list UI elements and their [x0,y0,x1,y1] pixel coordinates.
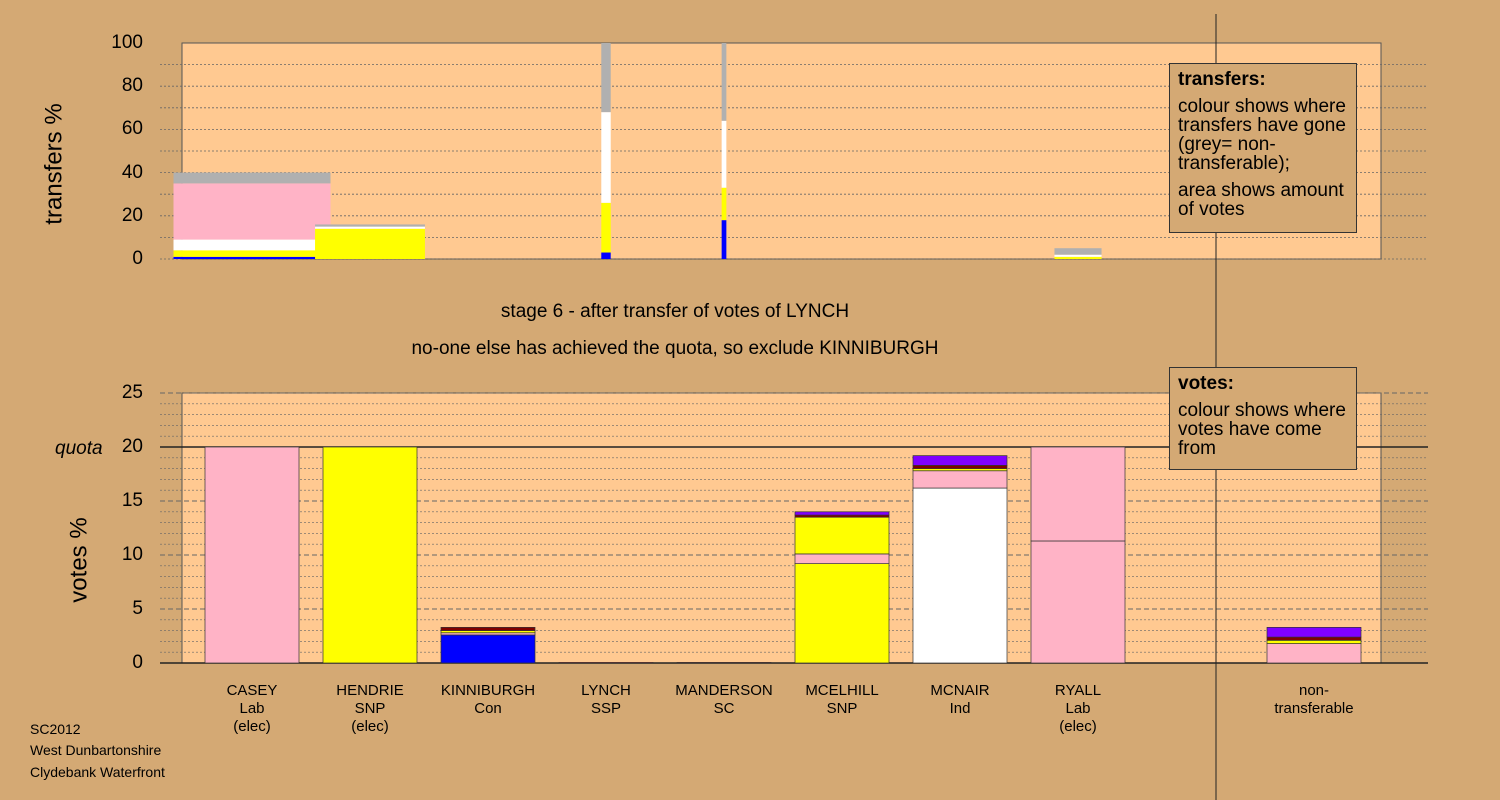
candidate-name: MCELHILL [805,682,879,699]
transfer-bar-segment [1054,254,1102,257]
transfer-bar-segment [601,112,611,203]
transfer-bar-segment [315,228,425,259]
transfer-bar-segment [173,239,331,251]
y-tick-label: 25 [121,382,143,403]
transfer-bar-segment [721,187,727,221]
candidate-party: Lab [239,700,265,717]
vote-bar-segment [794,516,890,555]
candidate-party: SNP [826,700,858,717]
candidate-party: Con [474,700,502,717]
footer-ward: Clydebank Waterfront [30,764,165,780]
transfer-bar-segment [1054,248,1102,255]
vote-bar-segment [204,446,300,664]
transfer-bar-segment [173,250,331,257]
candidate-name: non- [1298,682,1330,699]
candidate-party: SNP [354,700,386,717]
transfers-axis-title: transfers % [40,103,68,225]
vote-bar-segment [676,662,772,664]
vote-bar-segment [794,511,890,516]
y-tick-label: 0 [132,248,143,269]
transfer-bar-segment [173,172,331,184]
candidate-party: SSP [590,700,621,717]
y-tick-label: 80 [121,75,143,97]
transfer-bar-segment [173,183,331,240]
vote-bar-segment [1030,540,1126,664]
candidate-name: MCNAIR [930,682,990,699]
vote-bar-segment [794,563,890,664]
candidate-name: KINNIBURGH [440,682,536,699]
votes-legend-line-1: colour shows where votes have come from [1178,400,1346,459]
transfer-bar-segment [315,226,425,229]
y-tick-label: 100 [111,32,143,53]
transfer-bar-segment [721,43,727,121]
y-tick-label: 20 [121,204,143,226]
transfers-legend-title: transfers: [1178,69,1266,90]
transfer-bar-segment [721,220,727,259]
candidate-status: (elec) [1059,718,1097,735]
transfer-bar-segment [721,120,727,188]
transfers-legend-line-2: area shows amount of votes [1178,180,1344,220]
candidate-party: transferable [1274,700,1354,717]
transfers-legend: transfers: colour shows where transfers … [1169,63,1357,233]
votes-axis-title: votes % [65,517,93,603]
y-tick-label: 5 [132,598,143,619]
vote-bar-segment [1266,636,1362,641]
footer-code: SC2012 [30,721,81,737]
vote-bar-segment [558,662,654,664]
candidate-name: MANDERSON [675,682,773,699]
footer-council: West Dunbartonshire [30,742,162,758]
votes-legend-title: votes: [1178,373,1234,394]
quota-label: quota [55,438,103,459]
y-tick-label: 15 [121,490,143,511]
vote-bar-segment [1266,627,1362,638]
vote-bar-segment [912,455,1008,466]
transfer-bar-segment [601,43,611,113]
candidate-party: Ind [949,700,971,717]
transfers-legend-line-1: colour shows where transfers have gone (… [1178,96,1346,174]
vote-bar-segment [912,465,1008,469]
candidate-status: (elec) [233,718,271,735]
candidate-name: LYNCH [581,682,631,699]
y-tick-label: 0 [132,652,143,673]
vote-bar-segment [912,470,1008,489]
votes-legend: votes: colour shows where votes have com… [1169,367,1357,470]
vote-bar-segment [1030,446,1126,542]
candidate-party: SC [713,700,735,717]
y-tick-label: 60 [121,118,143,140]
vote-bar-segment [322,446,418,664]
transfer-bar-segment [315,224,425,227]
transfer-bar-segment [601,252,611,259]
vote-bar-segment [794,553,890,564]
vote-bar-segment [1266,643,1362,664]
vote-bar-segment [440,634,536,664]
vote-bar-segment [912,487,1008,664]
y-tick-label: 40 [121,161,143,183]
vote-bar-segment [1266,639,1362,644]
transfer-bar-segment [1054,256,1102,259]
stage-line-2: no-one else has achieved the quota, so e… [411,338,939,359]
transfer-bar-segment [173,256,331,259]
candidate-name: HENDRIE [336,682,404,699]
stage-line-1: stage 6 - after transfer of votes of LYN… [500,301,850,322]
y-tick-label: 20 [121,436,143,457]
candidate-status: (elec) [351,718,389,735]
candidate-party: Lab [1065,700,1091,717]
candidate-name: CASEY [226,682,278,699]
candidate-name: RYALL [1054,682,1102,699]
vote-bar-segment [440,627,536,631]
transfer-bar-segment [601,202,611,253]
y-tick-label: 10 [121,544,143,565]
